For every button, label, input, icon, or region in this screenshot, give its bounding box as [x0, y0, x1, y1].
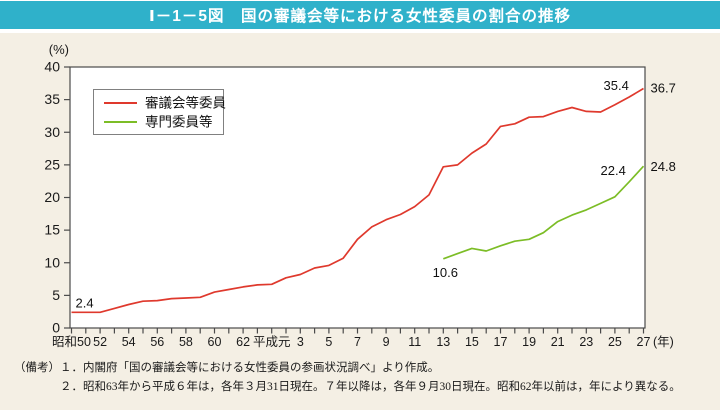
y-tick-label: 40 [44, 59, 60, 75]
x-tick-label: 25 [608, 335, 622, 349]
y-tick-label: 10 [44, 254, 60, 270]
x-tick-label: 27 [637, 335, 651, 349]
x-tick-label: 昭和50 [52, 335, 91, 349]
x-tick-label: 5 [325, 335, 332, 349]
note-line-2: ２．昭和63年から平成６年は，各年３月31日現在。７年以降は，各年９月30日現在… [60, 381, 681, 393]
x-tick-label: 15 [465, 335, 479, 349]
x-tick-label: 21 [551, 335, 565, 349]
y-axis: 0 5 10 15 20 25 30 35 40 [44, 59, 70, 336]
data-label: 10.6 [433, 265, 458, 280]
x-tick-label: 9 [383, 335, 390, 349]
x-tick-label: 平成元 [253, 335, 291, 349]
x-tick-label: 7 [354, 335, 361, 349]
notes: （備考）１．内閣府「国の審議会等における女性委員の参画状況調べ」より作成。 ２．… [14, 359, 714, 397]
data-label: 35.4 [604, 78, 629, 93]
note-line-1-row: （備考）１．内閣府「国の審議会等における女性委員の参画状況調べ」より作成。 [14, 359, 714, 378]
y-tick-label: 0 [52, 320, 60, 336]
y-tick-label: 15 [44, 222, 60, 238]
data-labels: 2.4 35.4 36.7 10.6 22.4 24.8 [76, 78, 676, 310]
note-line-1: １．内閣府「国の審議会等における女性委員の参画状況調べ」より作成。 [60, 362, 440, 374]
y-tick-label: 35 [44, 91, 60, 107]
data-label: 24.8 [651, 159, 676, 174]
y-tick-label: 5 [52, 287, 60, 303]
notes-prefix: （備考） [14, 362, 60, 374]
series-line-1 [443, 165, 645, 260]
figure-title-bar: Ⅰ－1－5図 国の審議会等における女性委員の割合の推移 [0, 1, 720, 29]
x-tick-label: 3 [297, 335, 304, 349]
x-tick-label: 58 [179, 335, 193, 349]
x-tick-label: 23 [579, 335, 593, 349]
note-line-2-row: ２．昭和63年から平成６年は，各年３月31日現在。７年以降は，各年９月30日現在… [14, 378, 714, 397]
legend-label-0: 審議会等委員 [145, 95, 226, 111]
data-label: 2.4 [76, 295, 94, 310]
legend-label-1: 専門委員等 [145, 114, 213, 130]
x-tick-label: 13 [436, 335, 450, 349]
legend-box [93, 89, 224, 135]
x-tick-label: 17 [494, 335, 508, 349]
x-tick-label: 11 [408, 335, 421, 349]
y-axis-unit-label: (%) [49, 42, 69, 57]
x-tick-label: 62 [236, 335, 250, 349]
x-tick-label: 19 [522, 335, 536, 349]
data-label: 36.7 [651, 81, 676, 96]
x-tick-label: 56 [150, 335, 164, 349]
data-label: 22.4 [601, 163, 626, 178]
x-tick-label: 52 [93, 335, 107, 349]
series-lines [71, 87, 645, 314]
y-tick-label: 20 [44, 189, 60, 205]
x-tick-label: 60 [208, 335, 222, 349]
figure-title: Ⅰ－1－5図 国の審議会等における女性委員の割合の推移 [148, 8, 571, 25]
series-line-0 [71, 87, 644, 314]
x-tick-label: 54 [122, 335, 136, 349]
y-tick-label: 25 [44, 156, 60, 172]
x-axis-unit-label: (年) [653, 335, 674, 349]
x-axis: 昭和50 52 54 56 58 60 62 平成元 3 5 7 9 11 13 15 17 19 21 23 25 2… [52, 328, 650, 349]
y-tick-label: 30 [44, 124, 60, 140]
